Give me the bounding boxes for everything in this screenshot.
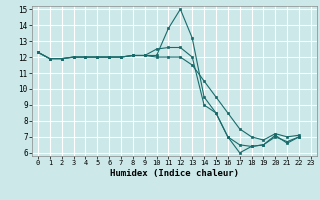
X-axis label: Humidex (Indice chaleur): Humidex (Indice chaleur) xyxy=(110,169,239,178)
